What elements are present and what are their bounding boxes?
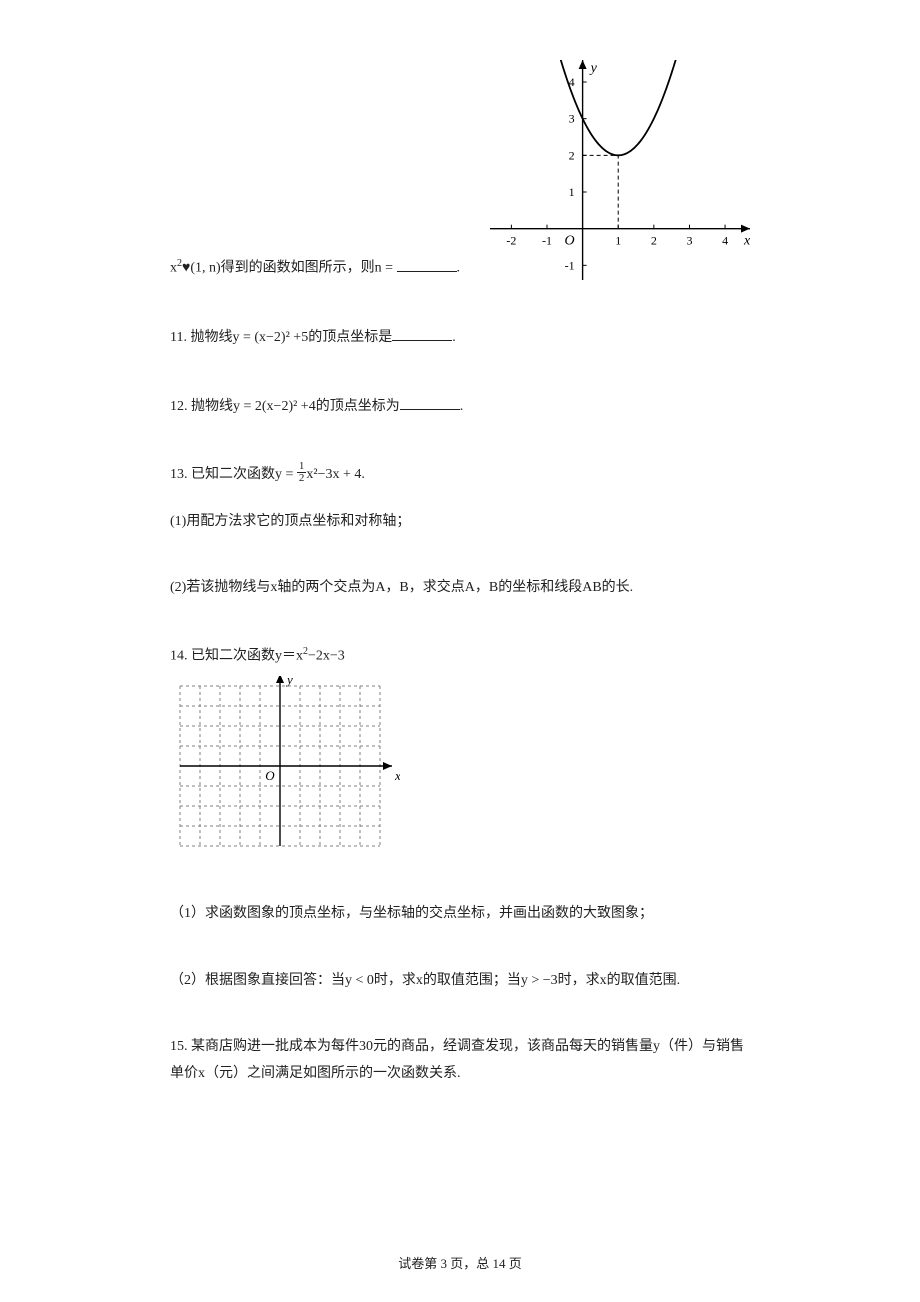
q14-c: −2x−3 <box>308 649 345 664</box>
svg-text:3: 3 <box>569 112 575 126</box>
svg-text:x: x <box>394 768 400 783</box>
q10-paren: (1, n)得到的函数如图所示，则n = <box>190 261 396 276</box>
q13-sub1: (1)用配方法求它的顶点坐标和对称轴； <box>170 509 750 536</box>
svg-text:O: O <box>564 234 574 249</box>
svg-text:-2: -2 <box>506 234 516 248</box>
svg-text:y: y <box>285 676 293 687</box>
q14-b: x <box>296 649 303 664</box>
q11-text: 11. 抛物线y = (x−2)² +5的顶点坐标是 <box>170 330 392 345</box>
blank-fill <box>400 397 460 410</box>
fraction: 12 <box>297 461 307 484</box>
svg-text:1: 1 <box>615 234 621 248</box>
fraction-den: 2 <box>297 473 307 484</box>
q12-period: . <box>460 399 464 414</box>
q12-text: 12. 抛物线y = 2(x−2)² +4的顶点坐标为 <box>170 399 400 414</box>
svg-text:x: x <box>743 234 750 249</box>
svg-text:2: 2 <box>651 234 657 248</box>
q12: 12. 抛物线y = 2(x−2)² +4的顶点坐标为. <box>170 394 750 421</box>
page-footer: 试卷第 3 页，总 14 页 <box>0 1253 920 1272</box>
blank-fill <box>392 328 452 341</box>
q10-x: x <box>170 261 177 276</box>
q13: 13. 已知二次函数y = 12x²−3x + 4. <box>170 462 750 489</box>
q13-tail: x²−3x + 4. <box>306 467 365 482</box>
svg-text:O: O <box>265 768 275 783</box>
q14-sub2: （2）根据图象直接回答：当y < 0时，求x的取值范围；当y > −3时，求x的… <box>170 968 750 995</box>
svg-text:1: 1 <box>569 185 575 199</box>
q14: 14. 已知二次函数y＝x2−2x−3 <box>170 642 750 670</box>
svg-text:3: 3 <box>686 234 692 248</box>
q15: 15. 某商店购进一批成本为每件30元的商品，经调查发现，该商品每天的销售量y（… <box>170 1034 750 1087</box>
q13-sub2: (2)若该抛物线与x轴的两个交点为A，B，求交点A，B的坐标和线段AB的长. <box>170 575 750 602</box>
q10-text: x2♥(1, n)得到的函数如图所示，则n = . <box>170 256 460 280</box>
svg-text:-1: -1 <box>542 234 552 248</box>
blank-fill <box>397 259 457 272</box>
q10-block: x2♥(1, n)得到的函数如图所示，则n = . -2-11234-11234… <box>170 60 750 280</box>
svg-text:2: 2 <box>569 148 575 162</box>
q11: 11. 抛物线y = (x−2)² +5的顶点坐标是. <box>170 325 750 352</box>
svg-text:4: 4 <box>722 234 728 248</box>
parabola-chart: -2-11234-11234Oxy <box>490 60 750 280</box>
svg-text:y: y <box>589 61 598 76</box>
page: x2♥(1, n)得到的函数如图所示，则n = . -2-11234-11234… <box>0 0 920 1302</box>
q13-text: 13. 已知二次函数y = <box>170 467 297 482</box>
svg-text:-1: -1 <box>565 258 575 272</box>
q14-sub1: （1）求函数图象的顶点坐标，与坐标轴的交点坐标，并画出函数的大致图象； <box>170 901 750 928</box>
q10-period: . <box>457 261 461 276</box>
coordinate-grid: Ox y <box>170 676 400 876</box>
q14-a: 14. 已知二次函数y＝ <box>170 649 296 664</box>
q11-period: . <box>452 330 456 345</box>
